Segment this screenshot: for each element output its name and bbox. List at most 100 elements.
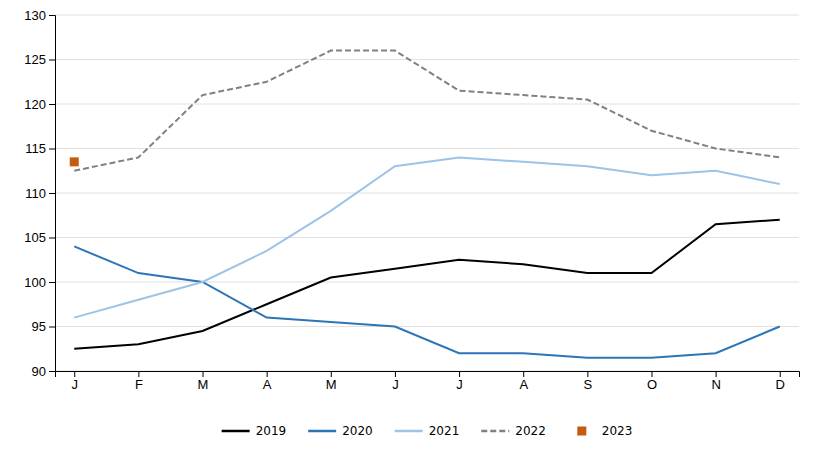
chart: J F M A M J J A S O N D 90 95 100 105 110 115 120 125 130 201… xyxy=(0,0,819,461)
y-tick-mark xyxy=(49,193,55,194)
y-tick: 95 xyxy=(32,319,55,334)
legend-item: 2020 xyxy=(308,424,373,438)
y-tick-label: 120 xyxy=(24,97,46,112)
y-tick-label: 90 xyxy=(32,364,46,379)
x-axis: JFMAMJJASOND xyxy=(56,371,800,392)
legend-label: 2019 xyxy=(256,424,287,438)
x-tick: J xyxy=(71,371,78,392)
x-tick-label: F xyxy=(135,377,143,392)
y-tick-label: 130 xyxy=(24,8,46,23)
x-tick-mark xyxy=(331,371,332,377)
y-tick-mark xyxy=(49,282,55,283)
grid-line xyxy=(55,193,799,194)
y-tick-label: 115 xyxy=(25,141,46,156)
y-tick-label: 110 xyxy=(25,186,46,201)
x-tick: J xyxy=(392,371,399,392)
x-tick-label: S xyxy=(584,377,593,392)
marks xyxy=(70,51,780,358)
legend-item: 2021 xyxy=(395,424,460,438)
y-tick: 100 xyxy=(24,275,55,290)
y-tick: 110 xyxy=(25,186,55,201)
x-tick-mark xyxy=(203,371,204,377)
x-tick: A xyxy=(519,371,528,392)
legend-swatch xyxy=(395,430,423,433)
legend-label: 2023 xyxy=(602,424,633,438)
y-tick-label: 125 xyxy=(24,52,46,67)
series-line xyxy=(74,246,780,357)
x-tick: N xyxy=(711,371,720,392)
y-tick: 90 xyxy=(32,364,55,379)
x-tick: F xyxy=(135,371,143,392)
grid-line xyxy=(55,15,799,16)
x-axis-line xyxy=(56,372,800,378)
x-tick-mark xyxy=(587,371,588,377)
legend-label: 2022 xyxy=(515,424,546,438)
x-tick: M xyxy=(326,371,337,392)
y-tick: 105 xyxy=(24,230,55,245)
x-tick-label: J xyxy=(71,377,78,392)
x-tick: S xyxy=(584,371,593,392)
x-tick-mark xyxy=(651,371,652,377)
series-line xyxy=(74,51,780,171)
grid-line xyxy=(55,282,799,283)
x-tick-label: A xyxy=(263,377,272,392)
y-tick-mark xyxy=(49,15,55,16)
y-axis-line xyxy=(49,16,56,372)
y-tick: 130 xyxy=(24,8,55,23)
y-tick-mark xyxy=(49,104,55,105)
grid-line xyxy=(55,326,799,327)
x-tick-label: D xyxy=(776,377,785,392)
y-tick: 120 xyxy=(24,97,55,112)
x-tick: A xyxy=(263,371,272,392)
legend-label: 2021 xyxy=(429,424,460,438)
x-tick: J xyxy=(456,371,463,392)
x-tick-label: O xyxy=(647,377,657,392)
x-tick-mark xyxy=(267,371,268,377)
grid xyxy=(55,15,799,371)
grid-line xyxy=(55,104,799,105)
x-tick: O xyxy=(647,371,657,392)
x-tick-mark xyxy=(523,371,524,377)
grid-line xyxy=(55,237,799,238)
x-tick-label: J xyxy=(456,377,463,392)
y-tick-label: 105 xyxy=(24,230,46,245)
x-tick-mark xyxy=(138,371,139,377)
grid-line xyxy=(55,59,799,60)
legend-swatch xyxy=(308,430,336,433)
y-tick-mark xyxy=(49,60,55,61)
legend-item: 2019 xyxy=(222,424,287,438)
x-tick-mark xyxy=(395,371,396,377)
legend-item: 2022 xyxy=(481,424,546,438)
legend-label: 2020 xyxy=(342,424,373,438)
y-tick-label: 100 xyxy=(24,275,46,290)
grid-line xyxy=(55,148,799,149)
x-tick-mark xyxy=(716,371,717,377)
x-tick-mark xyxy=(74,371,75,377)
legend-swatch xyxy=(222,430,250,433)
x-tick-label: A xyxy=(519,377,528,392)
x-tick-label: N xyxy=(711,377,720,392)
series-line xyxy=(74,157,780,317)
x-tick-label: M xyxy=(198,377,209,392)
x-tick: D xyxy=(776,371,785,392)
x-tick-mark xyxy=(459,371,460,377)
legend: 2019 2020 2021 2022 2023 xyxy=(222,424,633,438)
plot: J F M A M J J A S O N D 90 95 100 105 110 115 120 125 130 xyxy=(24,8,799,393)
y-tick-mark xyxy=(49,238,55,239)
x-tick: M xyxy=(198,371,209,392)
legend-swatch xyxy=(577,427,586,436)
y-tick-mark xyxy=(49,327,55,328)
series-marker xyxy=(70,157,79,166)
y-tick-mark xyxy=(49,149,55,150)
x-tick-label: J xyxy=(392,377,399,392)
y-axis: 90 95 100 105 110 115 120 125 130 xyxy=(24,8,55,379)
x-tick-mark xyxy=(780,371,781,377)
series-line xyxy=(74,220,780,349)
y-tick-mark xyxy=(49,371,55,372)
y-tick: 115 xyxy=(25,141,55,156)
x-tick-label: M xyxy=(326,377,337,392)
y-tick-label: 95 xyxy=(32,319,46,334)
legend-item: 2023 xyxy=(577,424,632,438)
legend-swatch xyxy=(481,430,509,433)
y-tick: 125 xyxy=(24,52,55,67)
